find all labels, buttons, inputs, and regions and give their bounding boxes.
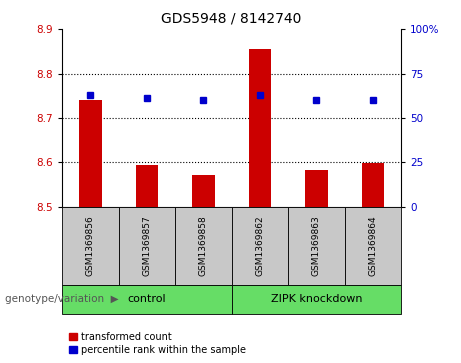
Bar bbox=[344, 207, 401, 285]
Bar bbox=[248, 49, 271, 207]
Text: GSM1369856: GSM1369856 bbox=[86, 216, 95, 276]
Text: GSM1369864: GSM1369864 bbox=[368, 216, 378, 276]
Text: control: control bbox=[128, 294, 166, 305]
Title: GDS5948 / 8142740: GDS5948 / 8142740 bbox=[161, 11, 302, 25]
Bar bbox=[231, 207, 288, 285]
Bar bbox=[136, 165, 158, 207]
Bar bbox=[62, 285, 231, 314]
Text: GSM1369862: GSM1369862 bbox=[255, 216, 265, 276]
Bar bbox=[192, 175, 215, 207]
Legend: transformed count, percentile rank within the sample: transformed count, percentile rank withi… bbox=[70, 331, 246, 355]
Bar bbox=[288, 207, 344, 285]
Text: ZIPK knockdown: ZIPK knockdown bbox=[271, 294, 362, 305]
Text: GSM1369863: GSM1369863 bbox=[312, 216, 321, 276]
Bar bbox=[231, 285, 401, 314]
Bar bbox=[305, 171, 328, 207]
Bar bbox=[175, 207, 231, 285]
Bar bbox=[118, 207, 175, 285]
Text: GSM1369857: GSM1369857 bbox=[142, 216, 152, 276]
Text: GSM1369858: GSM1369858 bbox=[199, 216, 208, 276]
Bar bbox=[361, 163, 384, 207]
Bar bbox=[62, 207, 118, 285]
Bar bbox=[79, 100, 102, 207]
Text: genotype/variation  ▶: genotype/variation ▶ bbox=[5, 294, 118, 305]
